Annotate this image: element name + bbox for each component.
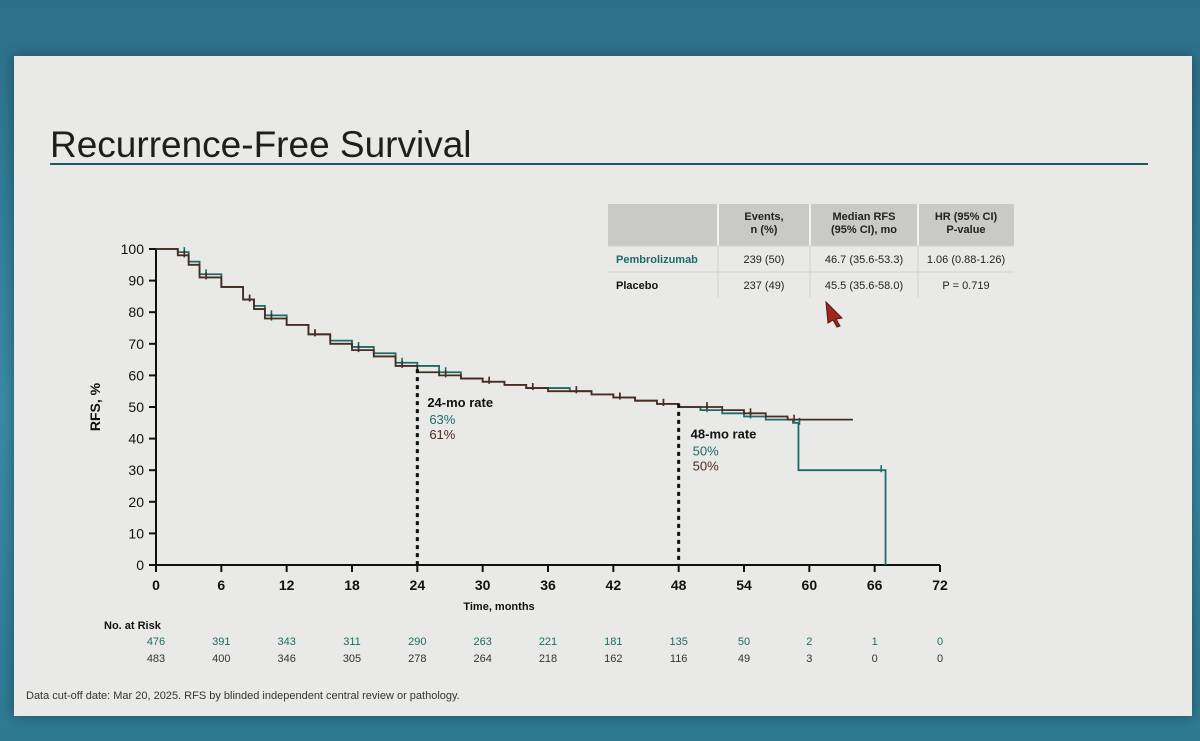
- table-header-3: HR (95% CI) P-value: [935, 211, 998, 236]
- x-tick-label: 60: [802, 577, 818, 593]
- at-risk-value: 0: [872, 653, 878, 665]
- y-tick-label: 60: [128, 367, 144, 383]
- at-risk-value: 476: [147, 636, 165, 648]
- table-header-1: Events, n (%): [744, 211, 783, 236]
- y-tick-label: 40: [128, 431, 144, 447]
- at-risk-value: 162: [604, 653, 622, 665]
- at-risk-value: 343: [277, 636, 295, 648]
- table-median: 46.7 (35.6-53.3): [825, 254, 903, 266]
- at-risk-value: 0: [937, 653, 943, 665]
- y-tick-label: 20: [128, 494, 144, 510]
- slide: Recurrence-Free Survival Events, n (%) Med…: [14, 56, 1192, 716]
- at-risk-value: 290: [408, 636, 426, 648]
- series-line-pembrolizumab: [156, 248, 887, 565]
- annotation-value-pembrolizumab: 50%: [693, 444, 719, 459]
- footnote: Data cut-off date: Mar 20, 2025. RFS by …: [26, 690, 460, 702]
- cursor-arrow-shape: [825, 300, 844, 328]
- at-risk-value: 221: [539, 636, 557, 648]
- chart-axes: 0 10 20 30 40 50 60 70 80 90 100 0 6 12 18 24 30 36 42 48 54…: [87, 241, 948, 613]
- y-tick-label: 0: [136, 557, 144, 573]
- mouse-cursor-icon: [825, 300, 844, 328]
- summary-table: Events, n (%) Median RFS (95% CI), mo HR (95…: [608, 204, 1014, 298]
- table-arm-label: Pembrolizumab: [616, 254, 698, 266]
- at-risk-value: 50: [738, 636, 750, 648]
- at-risk-label: No. at Risk: [104, 620, 162, 632]
- y-tick-label: 30: [128, 462, 144, 478]
- slide-title: Recurrence-Free Survival: [50, 124, 472, 165]
- at-risk-value: 49: [738, 653, 750, 665]
- x-tick-label: 36: [540, 577, 556, 593]
- at-risk-value: 1: [872, 636, 878, 648]
- at-risk-table: No. at Risk 476 391 343 311 290 263 221 181 135 50…: [104, 620, 943, 665]
- chart-annotations: 24-mo rate 63%61% 48-mo rate 50%50%: [415, 369, 757, 565]
- x-tick-label: 18: [344, 577, 360, 593]
- x-tick-label: 72: [932, 577, 948, 593]
- x-tick-label: 24: [410, 577, 426, 593]
- x-tick-label: 48: [671, 577, 687, 593]
- at-risk-value: 2: [806, 636, 812, 648]
- at-risk-value: 181: [604, 636, 622, 648]
- x-tick-label: 0: [152, 577, 160, 593]
- at-risk-value: 400: [212, 653, 230, 665]
- y-tick-label: 50: [128, 399, 144, 415]
- x-tick-label: 6: [217, 577, 225, 593]
- annotation-value-pembrolizumab: 63%: [429, 412, 455, 427]
- annotation-value-placebo: 61%: [429, 427, 455, 442]
- x-tick-label: 54: [736, 577, 752, 593]
- at-risk-value: 218: [539, 653, 557, 665]
- at-risk-value: 116: [670, 653, 688, 665]
- x-tick-label: 42: [606, 577, 622, 593]
- y-tick-label: 90: [128, 273, 144, 289]
- at-risk-value: 346: [277, 653, 295, 665]
- at-risk-value: 483: [147, 653, 165, 665]
- y-tick-label: 70: [128, 336, 144, 352]
- annotation-value-placebo: 50%: [693, 459, 719, 474]
- at-risk-value: 0: [937, 636, 943, 648]
- x-tick-label: 66: [867, 577, 883, 593]
- at-risk-value: 391: [212, 636, 230, 648]
- chart-series: [156, 247, 887, 565]
- y-tick-label: 10: [128, 525, 144, 541]
- series-line-placebo: [156, 248, 853, 421]
- at-risk-value: 263: [473, 636, 491, 648]
- title-rule: [50, 163, 1148, 165]
- y-tick-label: 80: [128, 304, 144, 320]
- annotation-heading: 48-mo rate: [691, 427, 757, 442]
- at-risk-value: 135: [669, 636, 687, 648]
- at-risk-value: 311: [343, 636, 361, 648]
- table-events: 239 (50): [744, 254, 785, 266]
- at-risk-value: 278: [408, 653, 426, 665]
- table-events: 237 (49): [744, 280, 785, 292]
- at-risk-value: 305: [343, 653, 361, 665]
- y-tick-label: 100: [121, 241, 145, 257]
- km-chart: Events, n (%) Median RFS (95% CI), mo HR (95…: [87, 204, 1014, 665]
- annotation-heading: 24-mo rate: [427, 395, 493, 410]
- y-axis-title: RFS, %: [87, 382, 103, 431]
- x-tick-label: 30: [475, 577, 491, 593]
- table-arm-label: Placebo: [616, 280, 658, 292]
- table-median: 45.5 (35.6-58.0): [825, 280, 903, 292]
- x-tick-label: 12: [279, 577, 295, 593]
- at-risk-value: 264: [473, 653, 491, 665]
- table-hr: P = 0.719: [942, 280, 989, 292]
- table-header-2: Median RFS (95% CI), mo: [831, 211, 897, 236]
- x-axis-title: Time, months: [463, 601, 534, 613]
- at-risk-value: 3: [806, 653, 812, 665]
- table-hr: 1.06 (0.88-1.26): [927, 254, 1005, 266]
